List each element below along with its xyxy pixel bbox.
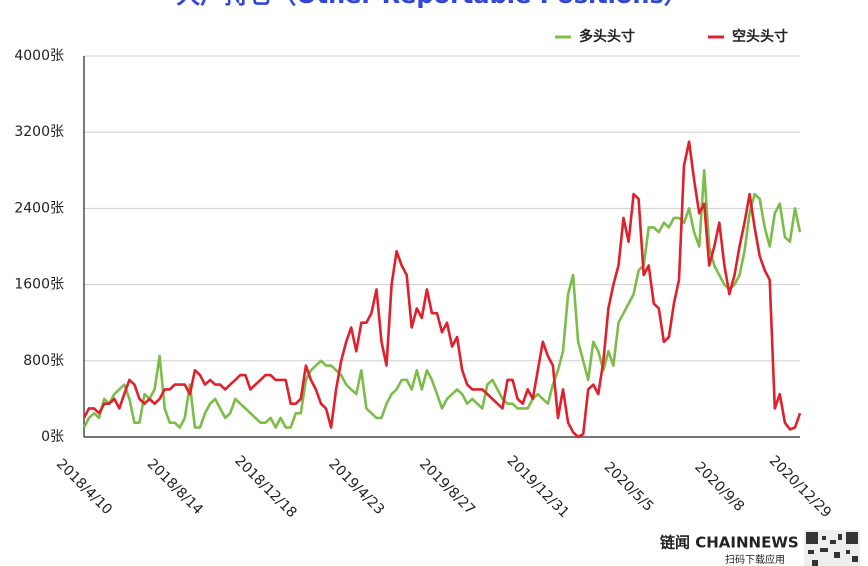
x-tick-label: 2018/8/14 [144, 456, 206, 518]
y-tick-label: 2400张 [14, 200, 64, 216]
y-tick-label: 800张 [23, 353, 64, 369]
x-tick-label: 2020/12/29 [766, 453, 834, 521]
x-tick-label: 2018/12/18 [231, 453, 299, 521]
x-tick-label: 2019/4/23 [325, 456, 387, 518]
series-line [82, 140, 802, 439]
y-tick-label: 1600张 [14, 277, 64, 293]
x-tick-label: 2018/4/10 [53, 456, 115, 518]
y-tick-label: 3200张 [14, 124, 64, 140]
x-tick-label: 2020/5/5 [601, 459, 657, 515]
chart-title: 大户持仓（Other Reportable Positions） [176, 0, 688, 9]
x-tick-label: 2019/12/31 [504, 453, 572, 521]
x-tick-label: 2020/9/8 [691, 459, 747, 515]
qr-code [804, 530, 860, 566]
brand: 链闻 CHAINNEWS [660, 534, 799, 552]
legend-label: 空头头寸 [732, 28, 788, 45]
y-tick-label: 4000张 [14, 48, 64, 64]
y-tick-label: 0张 [41, 429, 64, 445]
legend-label: 多头头寸 [579, 28, 635, 45]
x-tick-label: 2019/8/27 [416, 456, 478, 518]
brand-caption: 扫码下载应用 [725, 553, 785, 566]
